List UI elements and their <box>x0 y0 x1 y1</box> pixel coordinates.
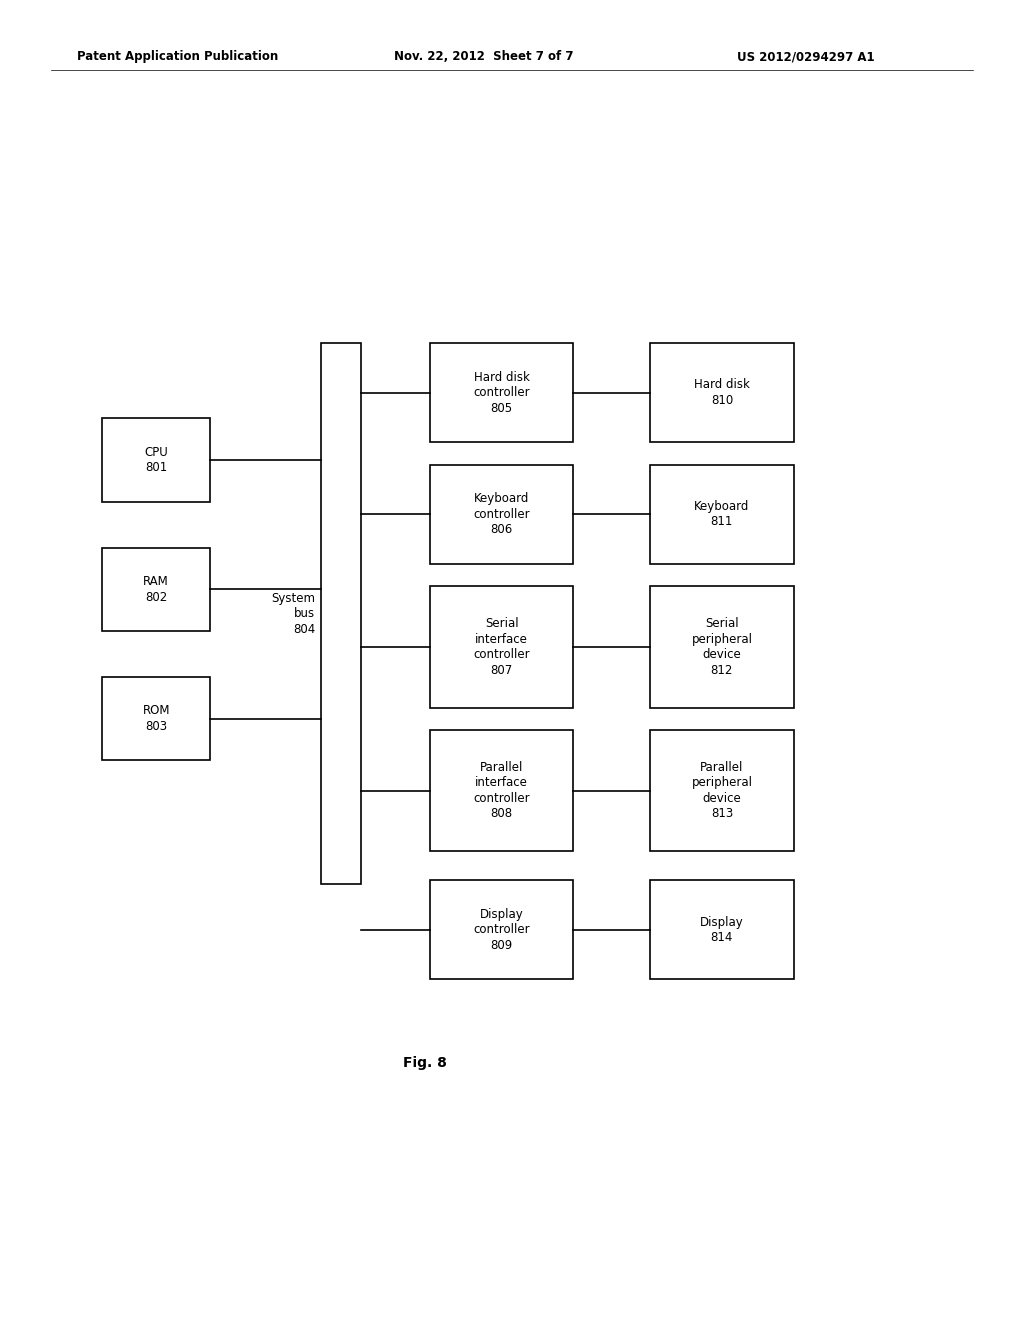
Text: CPU
801: CPU 801 <box>144 446 168 474</box>
Text: Fig. 8: Fig. 8 <box>403 1056 446 1069</box>
FancyBboxPatch shape <box>650 880 794 979</box>
FancyBboxPatch shape <box>430 465 573 564</box>
Text: Patent Application Publication: Patent Application Publication <box>77 50 279 63</box>
FancyBboxPatch shape <box>430 586 573 708</box>
Text: US 2012/0294297 A1: US 2012/0294297 A1 <box>737 50 874 63</box>
FancyBboxPatch shape <box>102 548 210 631</box>
FancyBboxPatch shape <box>430 343 573 442</box>
Text: RAM
802: RAM 802 <box>143 576 169 603</box>
FancyBboxPatch shape <box>102 677 210 760</box>
Text: Parallel
peripheral
device
813: Parallel peripheral device 813 <box>691 760 753 821</box>
Text: Hard disk
controller
805: Hard disk controller 805 <box>473 371 530 414</box>
FancyBboxPatch shape <box>430 880 573 979</box>
Text: Serial
peripheral
device
812: Serial peripheral device 812 <box>691 616 753 677</box>
FancyBboxPatch shape <box>650 343 794 442</box>
Text: Serial
interface
controller
807: Serial interface controller 807 <box>473 616 530 677</box>
FancyBboxPatch shape <box>650 586 794 708</box>
FancyBboxPatch shape <box>102 418 210 502</box>
Text: ROM
803: ROM 803 <box>142 705 170 733</box>
FancyBboxPatch shape <box>650 730 794 851</box>
Text: Hard disk
810: Hard disk 810 <box>694 379 750 407</box>
FancyBboxPatch shape <box>430 730 573 851</box>
Text: Nov. 22, 2012  Sheet 7 of 7: Nov. 22, 2012 Sheet 7 of 7 <box>394 50 573 63</box>
Text: System
bus
804: System bus 804 <box>271 591 315 636</box>
FancyBboxPatch shape <box>321 343 361 884</box>
Text: Display
814: Display 814 <box>700 916 743 944</box>
Text: Display
controller
809: Display controller 809 <box>473 908 530 952</box>
Text: Keyboard
controller
806: Keyboard controller 806 <box>473 492 530 536</box>
Text: Parallel
interface
controller
808: Parallel interface controller 808 <box>473 760 530 821</box>
FancyBboxPatch shape <box>650 465 794 564</box>
Text: Keyboard
811: Keyboard 811 <box>694 500 750 528</box>
